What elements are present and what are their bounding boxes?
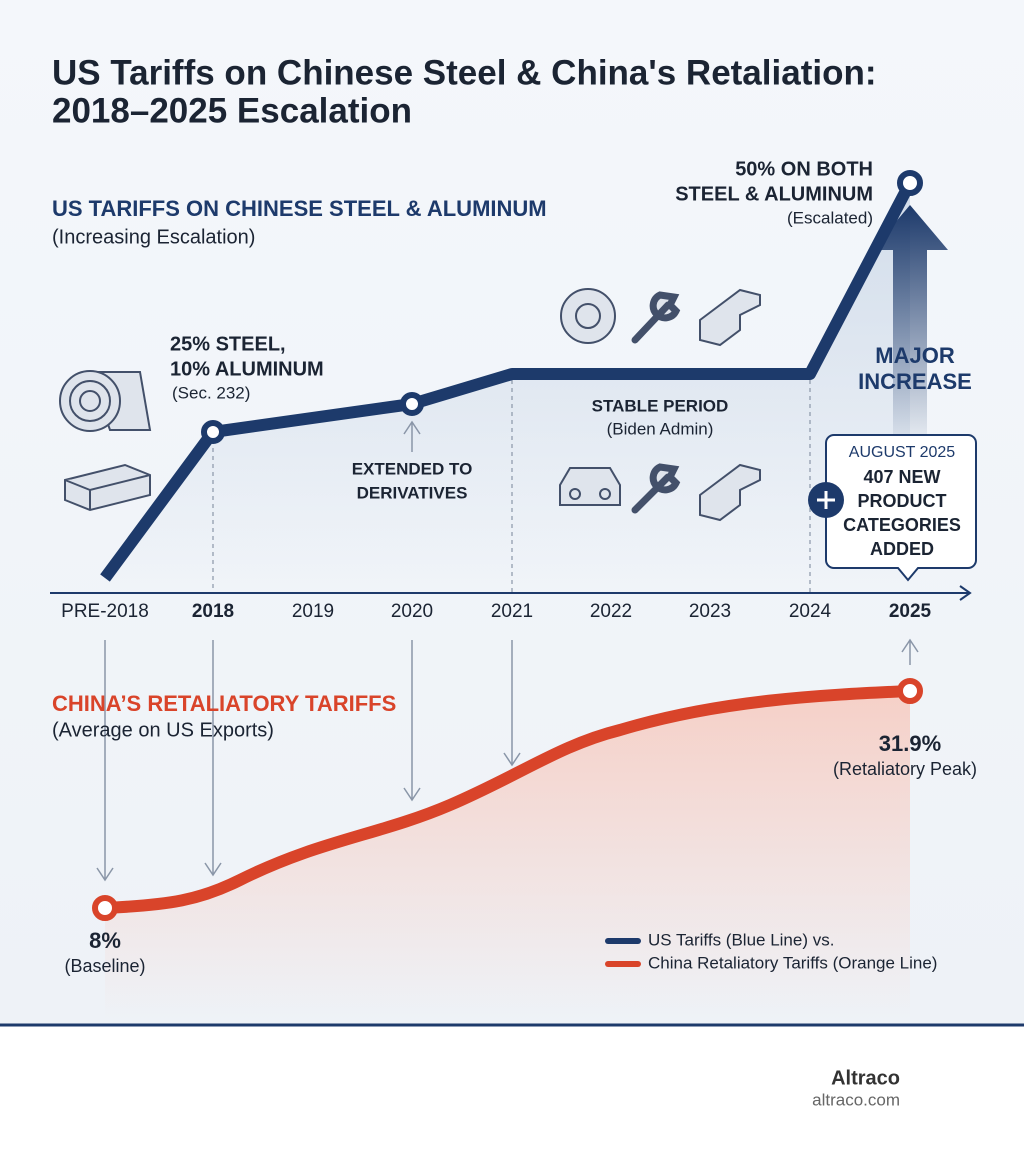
x-tick-label: 2025	[889, 601, 932, 622]
peak-value: 31.9%	[879, 731, 941, 756]
legend-label: China Retaliatory Tariffs (Orange Line)	[648, 953, 937, 972]
brand: Altraco	[831, 1067, 900, 1089]
callout-text: PRODUCT	[858, 491, 947, 511]
annotation: 25% STEEL,	[170, 333, 286, 355]
icons	[59, 288, 761, 522]
callout-date: AUGUST 2025	[849, 444, 956, 461]
annotation: INCREASE	[858, 369, 972, 394]
x-tick-label: 2018	[192, 601, 234, 622]
brand-url: altraco.com	[812, 1090, 900, 1109]
annotation: 10% ALUMINUM	[170, 358, 324, 380]
china-points	[92, 678, 923, 921]
x-tick-label: 2024	[789, 601, 832, 622]
annotation: 50% ON BOTH	[735, 158, 873, 180]
drop-arrows	[96, 420, 919, 882]
us-line	[100, 180, 916, 582]
annotation-note: (Retaliatory Peak)	[833, 759, 977, 779]
annotation: STEEL & ALUMINUM	[675, 183, 873, 205]
annotation: DERIVATIVES	[357, 483, 468, 502]
section-heading: CHINA’S RETALIATORY TARIFFS	[52, 691, 396, 716]
china-area	[105, 691, 910, 1020]
china-line	[104, 685, 911, 914]
footer-bg	[0, 1025, 1024, 1154]
annotation-note: (Biden Admin)	[607, 419, 714, 438]
annotation: STABLE PERIOD	[592, 396, 729, 415]
baseline-value: 8%	[89, 928, 121, 953]
annotation: EXTENDED TO	[352, 459, 473, 478]
callout-text: 407 NEW	[863, 467, 940, 487]
legend-label: US Tariffs (Blue Line) vs.	[648, 930, 834, 949]
x-tick-label: PRE-2018	[61, 601, 149, 622]
callout-text: CATEGORIES	[843, 515, 961, 535]
x-tick-label: 2020	[391, 601, 433, 622]
x-tick-label: 2022	[590, 601, 632, 622]
section-heading: US TARIFFS ON CHINESE STEEL & ALUMINUM	[52, 196, 547, 221]
x-tick-label: 2023	[689, 601, 731, 622]
section-subheading: (Average on US Exports)	[52, 719, 274, 741]
increase-arrow	[872, 205, 948, 440]
axis-arrow	[959, 585, 972, 601]
plus-sign	[817, 491, 835, 509]
annotation-note: (Baseline)	[64, 956, 145, 976]
annotation-note: (Sec. 232)	[172, 383, 250, 402]
title: US Tariffs on Chinese Steel & China's Re…	[52, 53, 876, 92]
section-subheading: (Increasing Escalation)	[52, 226, 255, 248]
us-points	[201, 170, 923, 444]
annotation-note: (Escalated)	[787, 208, 873, 227]
x-tick-label: 2021	[491, 601, 533, 622]
callout-text: ADDED	[870, 539, 934, 559]
annotation: MAJOR	[875, 343, 955, 368]
title: 2018–2025 Escalation	[52, 91, 412, 130]
guides	[212, 380, 811, 593]
callout-box	[825, 434, 977, 582]
x-tick-label: 2019	[292, 601, 334, 622]
